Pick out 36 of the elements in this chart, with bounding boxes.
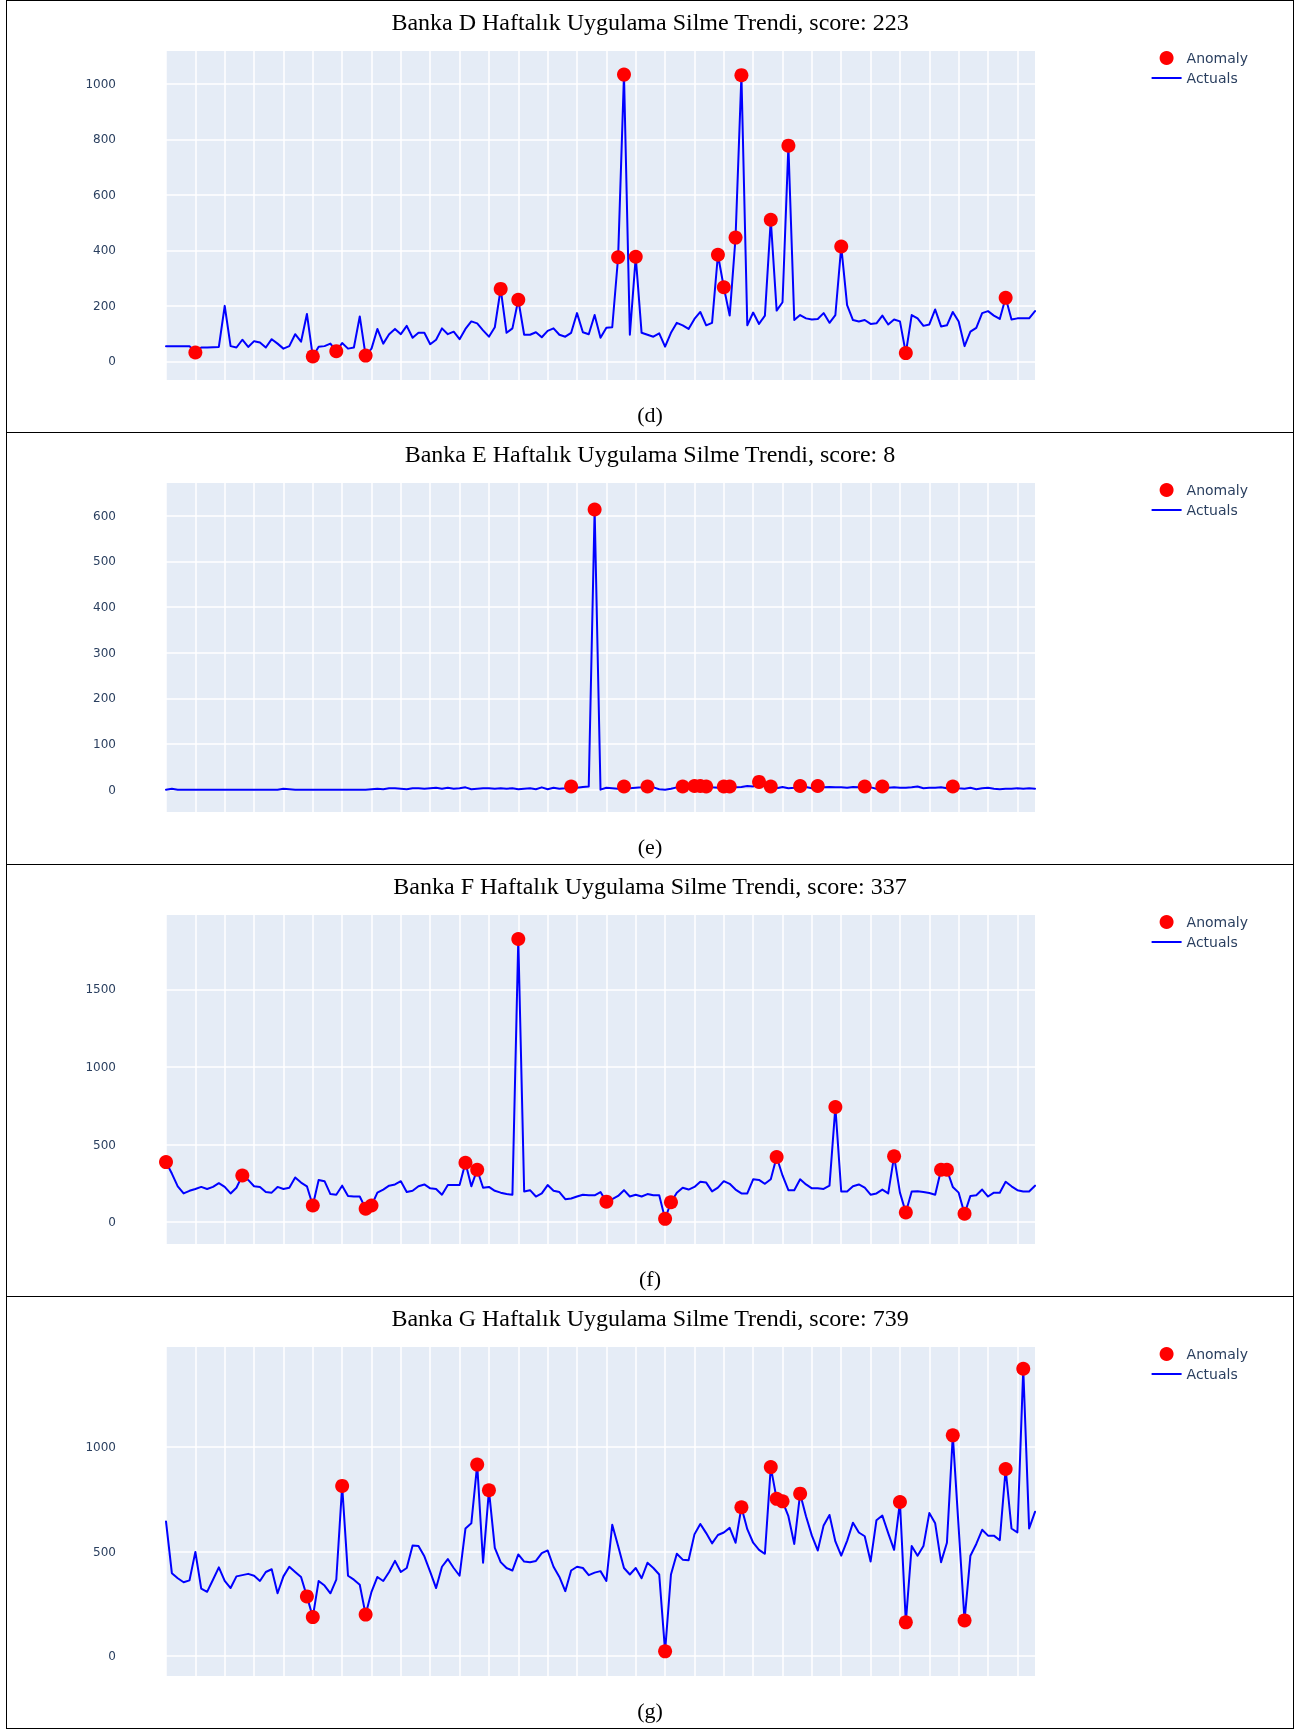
legend-label: Anomaly xyxy=(1186,50,1249,66)
y-tick-label: 1000 xyxy=(85,1440,116,1455)
y-tick-label: 800 xyxy=(93,132,116,147)
y-tick-label: 300 xyxy=(93,645,116,660)
y-tick-label: 0 xyxy=(108,1215,116,1230)
y-tick-label: 200 xyxy=(93,298,116,313)
y-tick-label: 100 xyxy=(93,737,116,752)
legend-label: Actuals xyxy=(1186,502,1238,518)
y-tick-label: 1500 xyxy=(85,982,116,997)
y-tick-label: 400 xyxy=(93,243,116,258)
y-tick-label: 500 xyxy=(93,1137,116,1152)
chart-title: Banka E Haftalık Uygulama Silme Trendi, score: 8 xyxy=(404,441,896,467)
y-tick-label: 0 xyxy=(108,354,116,369)
legend-label: Actuals xyxy=(1186,70,1238,86)
y-tick-label: 0 xyxy=(108,1648,116,1663)
y-tick-label: 400 xyxy=(93,600,116,615)
legend-label: Actuals xyxy=(1186,934,1238,950)
text: (d) xyxy=(637,401,663,427)
y-tick-label: 1000 xyxy=(85,1060,116,1075)
y-tick-label: 600 xyxy=(93,508,116,523)
chart-title: Banka G Haftalık Uygulama Silme Trendi, score: 739 xyxy=(391,1305,909,1331)
y-tick-label: 1000 xyxy=(85,76,116,91)
y-tick-label: 200 xyxy=(93,691,116,706)
legend-label: Anomaly xyxy=(1186,914,1249,930)
y-tick-label: 600 xyxy=(93,187,116,202)
y-tick-label: 0 xyxy=(108,782,116,797)
text: (e) xyxy=(637,833,663,859)
legend-label: Anomaly xyxy=(1186,1346,1249,1362)
y-tick-label: 500 xyxy=(93,1544,116,1559)
legend-label: Actuals xyxy=(1186,1366,1238,1382)
text: (f) xyxy=(639,1265,661,1291)
legend-label: Anomaly xyxy=(1186,482,1249,498)
chart-title: Banka F Haftalık Uygulama Silme Trendi, score: 337 xyxy=(393,873,907,899)
text: (g) xyxy=(637,1697,663,1723)
chart-title: Banka D Haftalık Uygulama Silme Trendi, score: 223 xyxy=(391,9,909,35)
y-tick-label: 500 xyxy=(93,554,116,569)
